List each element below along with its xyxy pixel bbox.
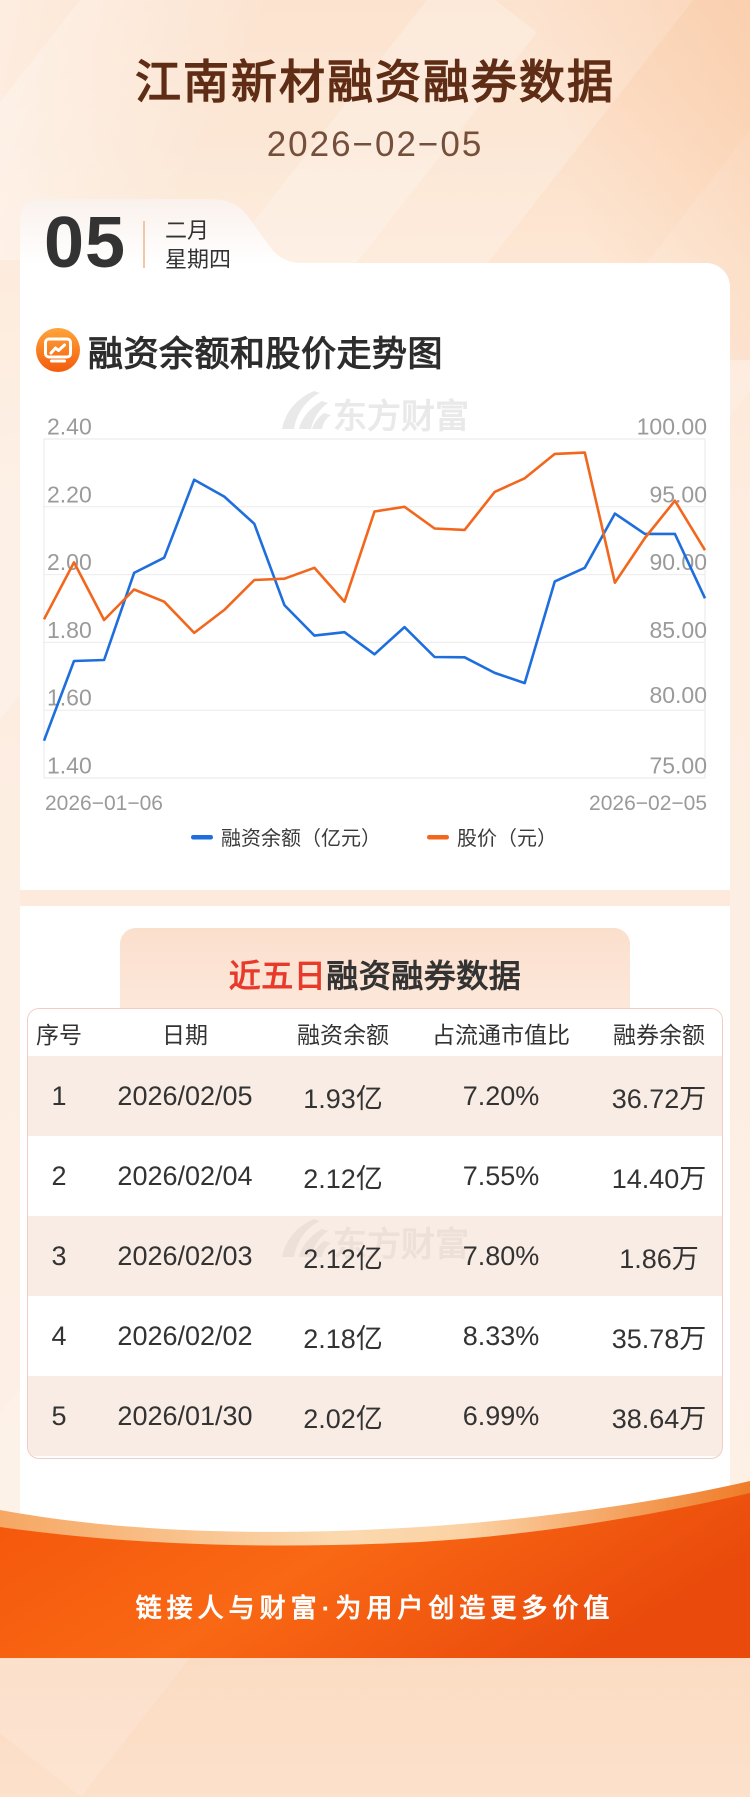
svg-text:85.00: 85.00 (649, 617, 707, 643)
svg-text:2026−02−05: 2026−02−05 (589, 792, 707, 815)
svg-text:1.40: 1.40 (47, 753, 92, 779)
svg-text:100.00: 100.00 (637, 414, 707, 440)
svg-text:95.00: 95.00 (649, 481, 707, 507)
svg-text:2.20: 2.20 (47, 481, 92, 507)
svg-text:融资余额（亿元）: 融资余额（亿元） (221, 827, 381, 850)
svg-text:75.00: 75.00 (649, 753, 707, 779)
svg-text:2026−01−06: 2026−01−06 (45, 792, 163, 815)
svg-text:1.60: 1.60 (47, 685, 92, 711)
svg-text:2.40: 2.40 (47, 414, 92, 440)
svg-text:80.00: 80.00 (649, 682, 707, 708)
svg-text:1.80: 1.80 (47, 617, 92, 643)
svg-text:90.00: 90.00 (649, 549, 707, 575)
svg-text:股价（元）: 股价（元） (457, 827, 557, 850)
svg-text:东方财富: 东方财富 (333, 397, 469, 436)
